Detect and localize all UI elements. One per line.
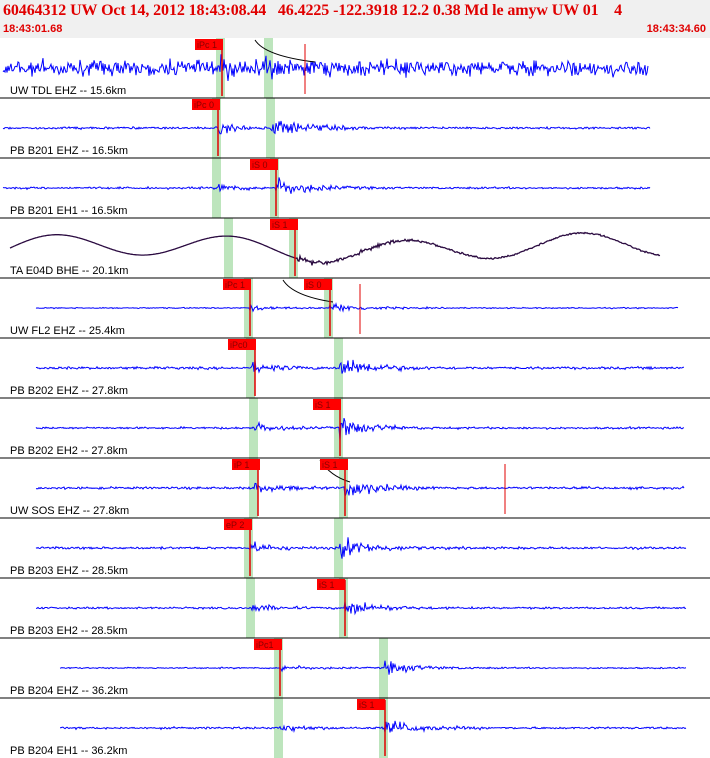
station-label: PB B202 EH2 -- 27.8km bbox=[10, 445, 127, 457]
pick-flag[interactable] bbox=[270, 219, 298, 230]
s-window-band bbox=[339, 458, 348, 518]
pick-flag[interactable] bbox=[320, 459, 348, 470]
pick-label: iPc0 bbox=[230, 340, 248, 350]
station-label: PB B203 EHZ -- 28.5km bbox=[10, 565, 128, 577]
travel-time-curve bbox=[282, 279, 334, 303]
station-label: PB B201 EHZ -- 16.5km bbox=[10, 145, 128, 157]
waveform-trace bbox=[35, 482, 685, 498]
station-label: TA E04D BHE -- 20.1km bbox=[10, 265, 128, 277]
pick-label: iS 1 bbox=[272, 220, 288, 230]
pick-flag[interactable] bbox=[250, 159, 278, 170]
station-labels: UW TDL EHZ -- 15.6km PB B201 EHZ -- 16.5k… bbox=[10, 85, 129, 757]
pick-label: iPc 0 bbox=[194, 100, 214, 110]
station-label: UW FL2 EHZ -- 25.4km bbox=[10, 325, 125, 337]
pick-flag[interactable] bbox=[223, 279, 251, 290]
pick-label: iPc1 bbox=[256, 640, 274, 650]
waveform-trace bbox=[35, 537, 687, 559]
waveform-trace bbox=[2, 177, 651, 194]
travel-time-curve bbox=[254, 39, 316, 63]
station-label: PB B203 EH2 -- 28.5km bbox=[10, 625, 127, 637]
station-label: UW TDL EHZ -- 15.6km bbox=[10, 85, 126, 97]
s-window-band bbox=[266, 98, 275, 158]
pick-flag[interactable] bbox=[313, 399, 341, 410]
waveform-trace bbox=[35, 302, 679, 313]
panel-dividers bbox=[0, 97, 710, 699]
pick-label: iS 1 bbox=[315, 400, 331, 410]
pick-label: iPc 1 bbox=[225, 280, 245, 290]
station-label: PB B204 EH1 -- 36.2km bbox=[10, 745, 127, 757]
phase-picks: iPc 1 iPc 0 iS 0 iS 1 iPc 1 iS 0 iPc0 iS 1 iP 1 i… bbox=[192, 39, 506, 756]
pick-flag[interactable] bbox=[232, 459, 260, 470]
start-time: 18:43:01.68 bbox=[3, 23, 63, 35]
pick-flag[interactable] bbox=[195, 39, 223, 50]
pick-label: iS 0 bbox=[252, 160, 268, 170]
waveform-trace bbox=[9, 231, 661, 266]
waveform-trace bbox=[35, 359, 684, 374]
pick-label: iS 1 bbox=[359, 700, 375, 710]
end-time: 18:43:34.60 bbox=[646, 23, 706, 35]
pick-label: eP 2 bbox=[226, 520, 244, 530]
waveform-trace bbox=[35, 601, 687, 616]
station-label: PB B204 EHZ -- 36.2km bbox=[10, 685, 128, 697]
waveform-traces bbox=[2, 54, 687, 734]
pick-flag[interactable] bbox=[357, 699, 385, 710]
pick-flag[interactable] bbox=[304, 279, 332, 290]
event-header: 60464312 UW Oct 14, 2012 18:43:08.44 46.… bbox=[0, 0, 710, 38]
pick-label: iS 1 bbox=[322, 460, 338, 470]
pick-label: iPc 1 bbox=[197, 40, 217, 50]
waveform-trace bbox=[60, 720, 687, 734]
waveform-trace bbox=[35, 417, 685, 441]
s-window-band bbox=[289, 218, 298, 278]
pick-flag[interactable] bbox=[317, 579, 345, 590]
pick-flag[interactable] bbox=[228, 339, 256, 350]
event-title: 60464312 UW Oct 14, 2012 18:43:08.44 46.… bbox=[3, 2, 623, 19]
pick-label: iP 1 bbox=[234, 460, 249, 470]
pick-label: iS 0 bbox=[306, 280, 322, 290]
pick-flag[interactable] bbox=[224, 519, 252, 530]
waveform-trace bbox=[2, 54, 649, 82]
station-label: UW SOS EHZ -- 27.8km bbox=[10, 505, 129, 517]
pick-label: iS 1 bbox=[319, 580, 335, 590]
station-label: PB B201 EH1 -- 16.5km bbox=[10, 205, 127, 217]
pick-flag[interactable] bbox=[192, 99, 220, 110]
p-window-band bbox=[212, 98, 221, 158]
waveform-trace bbox=[2, 120, 651, 135]
pick-flag[interactable] bbox=[254, 639, 282, 650]
p-window-band bbox=[224, 218, 233, 278]
station-label: PB B202 EHZ -- 27.8km bbox=[10, 385, 128, 397]
waveform-trace bbox=[59, 660, 687, 675]
